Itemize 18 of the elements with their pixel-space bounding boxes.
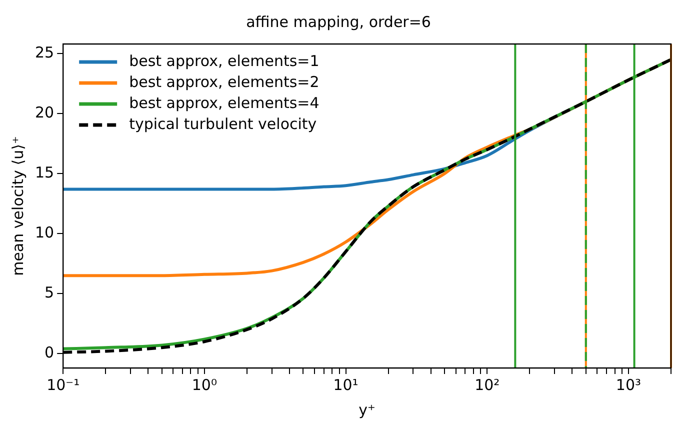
y-tick-label: 15 — [34, 163, 54, 182]
y-tick-label: 0 — [44, 343, 54, 362]
y-axis-title: mean velocity ⟨u⟩⁺ — [8, 136, 27, 276]
x-tick-label: 10³ — [616, 376, 642, 394]
legend-label: typical turbulent velocity — [129, 114, 317, 133]
legend-label: best approx, elements=2 — [129, 72, 320, 91]
y-tick-label: 10 — [34, 223, 54, 242]
y-tick-label: 25 — [34, 43, 54, 62]
y-tick-label: 5 — [44, 283, 54, 302]
x-tick-label: 10⁰ — [192, 376, 217, 394]
legend-label: best approx, elements=4 — [129, 94, 320, 112]
y-tick-label: 20 — [34, 103, 54, 122]
x-tick-label: 10² — [474, 376, 500, 394]
x-axis-title: y⁺ — [358, 400, 376, 419]
legend-label: best approx, elements=1 — [129, 52, 320, 70]
chart-title: affine mapping, order=6 — [246, 12, 431, 31]
x-tick-label: 10⁻¹ — [46, 376, 80, 394]
x-tick-label: 10¹ — [333, 376, 358, 394]
